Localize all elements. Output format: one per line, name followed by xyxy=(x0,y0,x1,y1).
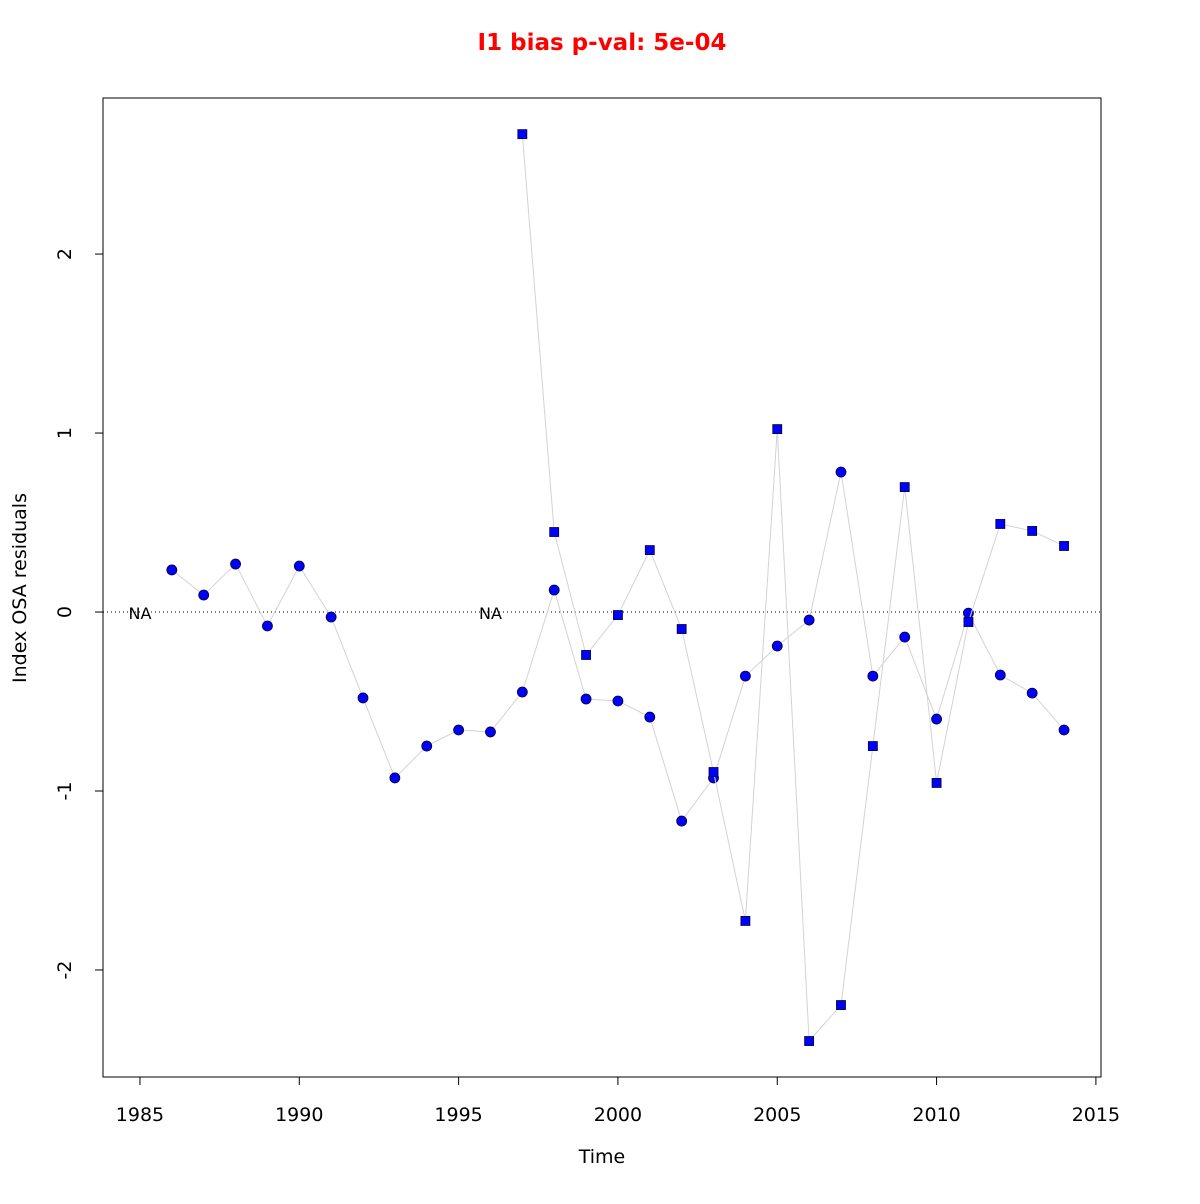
point xyxy=(612,695,624,707)
point xyxy=(230,558,241,570)
point xyxy=(771,640,783,652)
x-tick-label: 2015 xyxy=(1072,1104,1120,1126)
x-tick-label: 2000 xyxy=(594,1104,642,1126)
x-tick-label: 2005 xyxy=(753,1104,801,1126)
x-tick-label: 1995 xyxy=(434,1104,482,1126)
y-tick-label: 0 xyxy=(54,606,76,618)
point xyxy=(963,617,974,627)
x-tick-label: 1990 xyxy=(275,1104,323,1126)
x-axis-label: Time xyxy=(578,1146,626,1168)
point xyxy=(453,724,465,736)
point xyxy=(803,614,815,626)
point xyxy=(963,607,974,619)
x-tick-label: 1985 xyxy=(116,1104,164,1126)
series-line xyxy=(171,471,1065,823)
point xyxy=(676,624,687,634)
point xyxy=(262,620,273,632)
point xyxy=(708,767,719,777)
point xyxy=(548,584,560,596)
point xyxy=(644,711,656,723)
point xyxy=(804,1036,815,1046)
point xyxy=(835,466,847,478)
point xyxy=(421,740,433,752)
point xyxy=(581,650,591,660)
point xyxy=(1059,541,1069,551)
point xyxy=(1026,687,1038,699)
plot-box xyxy=(102,97,1102,1078)
point xyxy=(994,669,1006,681)
series-line xyxy=(521,134,1065,1043)
point xyxy=(676,815,688,827)
y-tick-label: 1 xyxy=(54,427,76,439)
point xyxy=(325,611,337,623)
point xyxy=(931,778,942,788)
na-label: NA xyxy=(479,604,502,623)
point xyxy=(644,545,655,555)
point xyxy=(1058,724,1070,736)
na-label: NA xyxy=(129,604,152,623)
y-tick-label: 2 xyxy=(54,248,76,260)
point xyxy=(740,916,751,926)
point xyxy=(613,610,623,620)
point xyxy=(899,631,911,643)
point xyxy=(293,560,305,572)
y-tick-label: -1 xyxy=(54,782,76,801)
point xyxy=(1027,526,1038,536)
point xyxy=(739,670,751,682)
point xyxy=(931,713,942,725)
point xyxy=(485,726,496,738)
point xyxy=(517,129,528,140)
point xyxy=(867,741,878,751)
point xyxy=(357,692,369,704)
point xyxy=(166,564,178,576)
point xyxy=(516,686,528,698)
point xyxy=(549,527,560,537)
point xyxy=(995,519,1006,529)
y-axis-label: Index OSA residuals xyxy=(9,493,31,683)
chart-title: I1 bias p-val: 5e-04 xyxy=(478,30,727,56)
point xyxy=(867,670,879,682)
y-tick-label: -2 xyxy=(54,960,76,979)
point xyxy=(836,1000,846,1010)
point xyxy=(389,772,401,784)
x-tick-label: 2010 xyxy=(912,1104,960,1126)
point xyxy=(772,424,783,435)
point xyxy=(899,482,910,492)
point xyxy=(198,589,210,601)
point xyxy=(580,693,592,705)
